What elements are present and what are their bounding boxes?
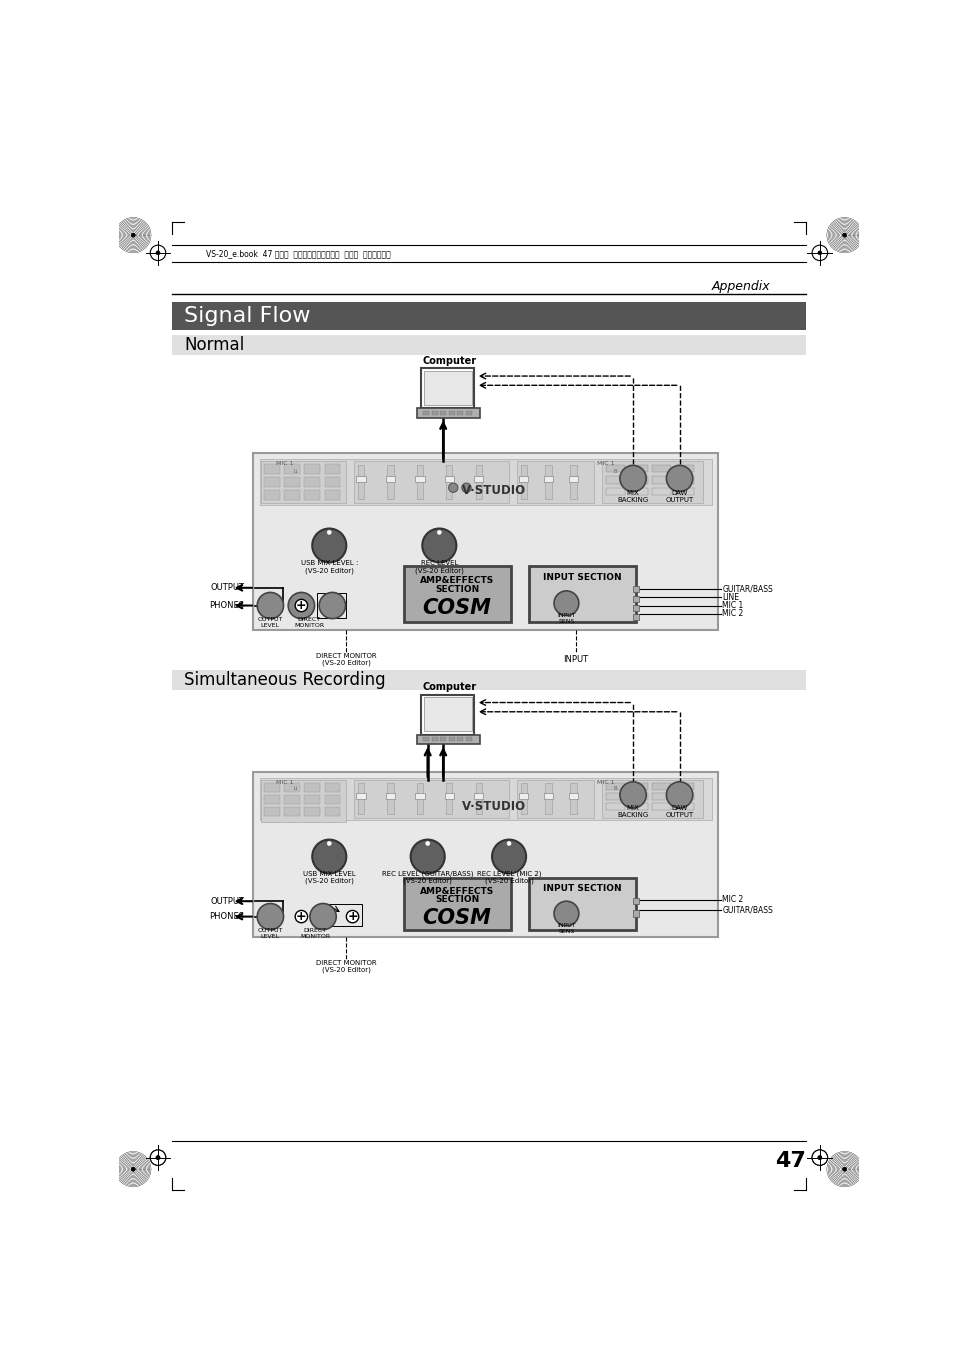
- Bar: [316, 904, 361, 926]
- Circle shape: [817, 1156, 821, 1160]
- Circle shape: [811, 1150, 827, 1165]
- Bar: [416, 409, 480, 417]
- Text: PHONES: PHONES: [209, 913, 244, 921]
- Bar: [284, 464, 299, 474]
- Bar: [633, 595, 639, 602]
- Bar: [605, 794, 624, 801]
- Bar: [446, 464, 452, 500]
- Bar: [629, 464, 647, 472]
- Bar: [605, 783, 624, 790]
- Bar: [605, 487, 624, 495]
- Circle shape: [150, 246, 166, 261]
- Bar: [403, 878, 510, 930]
- Bar: [304, 807, 319, 817]
- Text: B: B: [613, 468, 617, 474]
- Text: MIC 2: MIC 2: [721, 609, 742, 618]
- Text: MIC 2: MIC 2: [721, 895, 742, 905]
- Text: USB MIX LEVEL :
(VS-20 Editor): USB MIX LEVEL : (VS-20 Editor): [300, 560, 357, 574]
- Bar: [387, 783, 394, 814]
- Text: +: +: [295, 910, 306, 923]
- Bar: [324, 490, 340, 500]
- Bar: [259, 778, 711, 821]
- Circle shape: [448, 483, 457, 493]
- Bar: [259, 459, 711, 505]
- Bar: [520, 783, 526, 814]
- Bar: [652, 477, 670, 483]
- Circle shape: [666, 466, 692, 491]
- Bar: [284, 477, 299, 487]
- Bar: [172, 335, 805, 355]
- Bar: [465, 737, 472, 741]
- Circle shape: [410, 840, 444, 873]
- Bar: [570, 464, 576, 500]
- Bar: [543, 792, 553, 799]
- Bar: [605, 464, 624, 472]
- Text: USB MIX LEVEL
(VS-20 Editor): USB MIX LEVEL (VS-20 Editor): [303, 871, 355, 884]
- Text: DIRECT
MONITOR: DIRECT MONITOR: [294, 617, 324, 628]
- Circle shape: [319, 593, 345, 618]
- Text: V·STUDIO: V·STUDIO: [461, 801, 525, 813]
- Bar: [517, 460, 594, 504]
- Text: Signal Flow: Signal Flow: [184, 306, 311, 325]
- Bar: [439, 410, 446, 414]
- Text: REC LEVEL (MIC 2)
(VS-20 Editor): REC LEVEL (MIC 2) (VS-20 Editor): [476, 871, 540, 884]
- Text: PHONES: PHONES: [209, 601, 244, 610]
- Text: +: +: [347, 910, 357, 923]
- Bar: [385, 792, 395, 799]
- Text: Simultaneous Recording: Simultaneous Recording: [184, 671, 386, 690]
- Text: GUITAR/BASS: GUITAR/BASS: [721, 906, 772, 915]
- Bar: [675, 487, 694, 495]
- Bar: [545, 783, 551, 814]
- Bar: [416, 464, 422, 500]
- Bar: [601, 460, 702, 504]
- Bar: [316, 593, 346, 618]
- Bar: [652, 794, 670, 801]
- Bar: [422, 410, 429, 414]
- Text: MIC 1: MIC 1: [597, 780, 614, 786]
- Bar: [652, 783, 670, 790]
- Bar: [543, 477, 553, 482]
- Text: INPUT: INPUT: [562, 655, 588, 664]
- Circle shape: [131, 1166, 135, 1172]
- Bar: [261, 460, 346, 504]
- Bar: [456, 737, 463, 741]
- Bar: [633, 898, 639, 904]
- Text: DIRECT
MONITOR: DIRECT MONITOR: [300, 929, 330, 940]
- Bar: [629, 477, 647, 483]
- Bar: [421, 695, 474, 734]
- Bar: [448, 737, 455, 741]
- Bar: [633, 586, 639, 593]
- Bar: [675, 783, 694, 790]
- Circle shape: [436, 531, 441, 535]
- Bar: [357, 464, 364, 500]
- Bar: [416, 783, 422, 814]
- Bar: [261, 779, 346, 822]
- Bar: [415, 792, 424, 799]
- Bar: [264, 490, 279, 500]
- Text: Computer: Computer: [422, 355, 476, 366]
- Bar: [520, 464, 526, 500]
- Text: 47: 47: [774, 1152, 805, 1172]
- Text: V·STUDIO: V·STUDIO: [461, 483, 525, 497]
- Bar: [172, 670, 805, 690]
- Bar: [356, 477, 365, 482]
- Bar: [529, 878, 636, 930]
- Circle shape: [288, 593, 314, 618]
- Circle shape: [492, 840, 525, 873]
- Circle shape: [156, 1156, 160, 1160]
- Bar: [518, 792, 528, 799]
- Bar: [416, 734, 480, 744]
- Circle shape: [425, 841, 429, 845]
- Text: Li: Li: [294, 786, 298, 791]
- Bar: [304, 783, 319, 792]
- Bar: [474, 477, 483, 482]
- Circle shape: [257, 903, 283, 930]
- Circle shape: [150, 1150, 166, 1165]
- Text: MIC 1: MIC 1: [597, 462, 614, 466]
- Circle shape: [156, 1156, 160, 1160]
- Bar: [264, 477, 279, 487]
- Circle shape: [554, 902, 578, 926]
- Text: Computer: Computer: [422, 682, 476, 693]
- Circle shape: [346, 910, 358, 923]
- Bar: [652, 803, 670, 810]
